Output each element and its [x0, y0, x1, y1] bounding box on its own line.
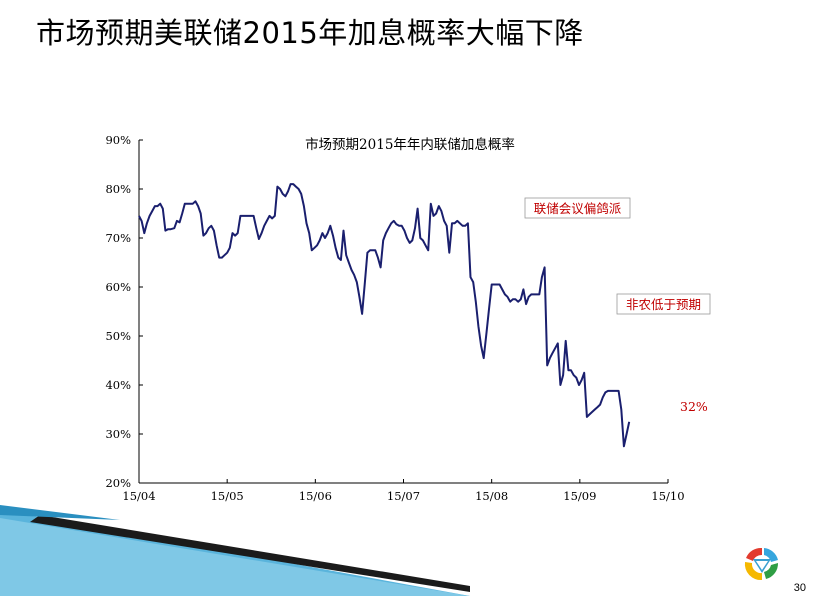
annotation-label: 非农低于预期	[626, 297, 701, 312]
y-tick-label: 20%	[105, 476, 131, 490]
x-tick-label: 15/06	[299, 489, 332, 503]
x-tick-label: 15/09	[563, 489, 596, 503]
y-tick-label: 50%	[105, 329, 131, 343]
x-tick-label: 15/08	[475, 489, 508, 503]
y-tick-label: 90%	[105, 133, 131, 147]
chart-axes	[138, 140, 668, 484]
x-tick-label: 15/07	[387, 489, 420, 503]
decorative-swoosh	[0, 505, 470, 596]
y-tick-label: 70%	[105, 231, 131, 245]
chart-title: 市场预期2015年年内联储加息概率	[305, 136, 515, 153]
annotation-box	[524, 197, 631, 219]
y-tick-label: 60%	[105, 280, 131, 294]
slide-title: 市场预期美联储2015年加息概率大幅下降	[36, 16, 584, 50]
series-line	[138, 183, 631, 448]
chart-ticks: 20% 30% 40% 50% 60% 70% 80% 90% 15/04 15/05 15/06 1…	[105, 133, 684, 503]
y-tick-label: 80%	[105, 182, 131, 196]
annotation-value-label: 32%	[680, 399, 708, 414]
x-tick-label: 15/10	[651, 489, 684, 503]
page-number: 30	[793, 582, 806, 594]
x-tick-label: 15/05	[211, 489, 244, 503]
annotation-label: 联储会议偏鸽派	[534, 201, 622, 216]
chart-series	[138, 183, 631, 448]
y-tick-label: 40%	[105, 378, 131, 392]
annotation-box	[616, 293, 711, 315]
y-tick-label: 30%	[105, 427, 131, 441]
x-tick-label: 15/04	[122, 489, 155, 503]
company-logo	[744, 547, 779, 581]
